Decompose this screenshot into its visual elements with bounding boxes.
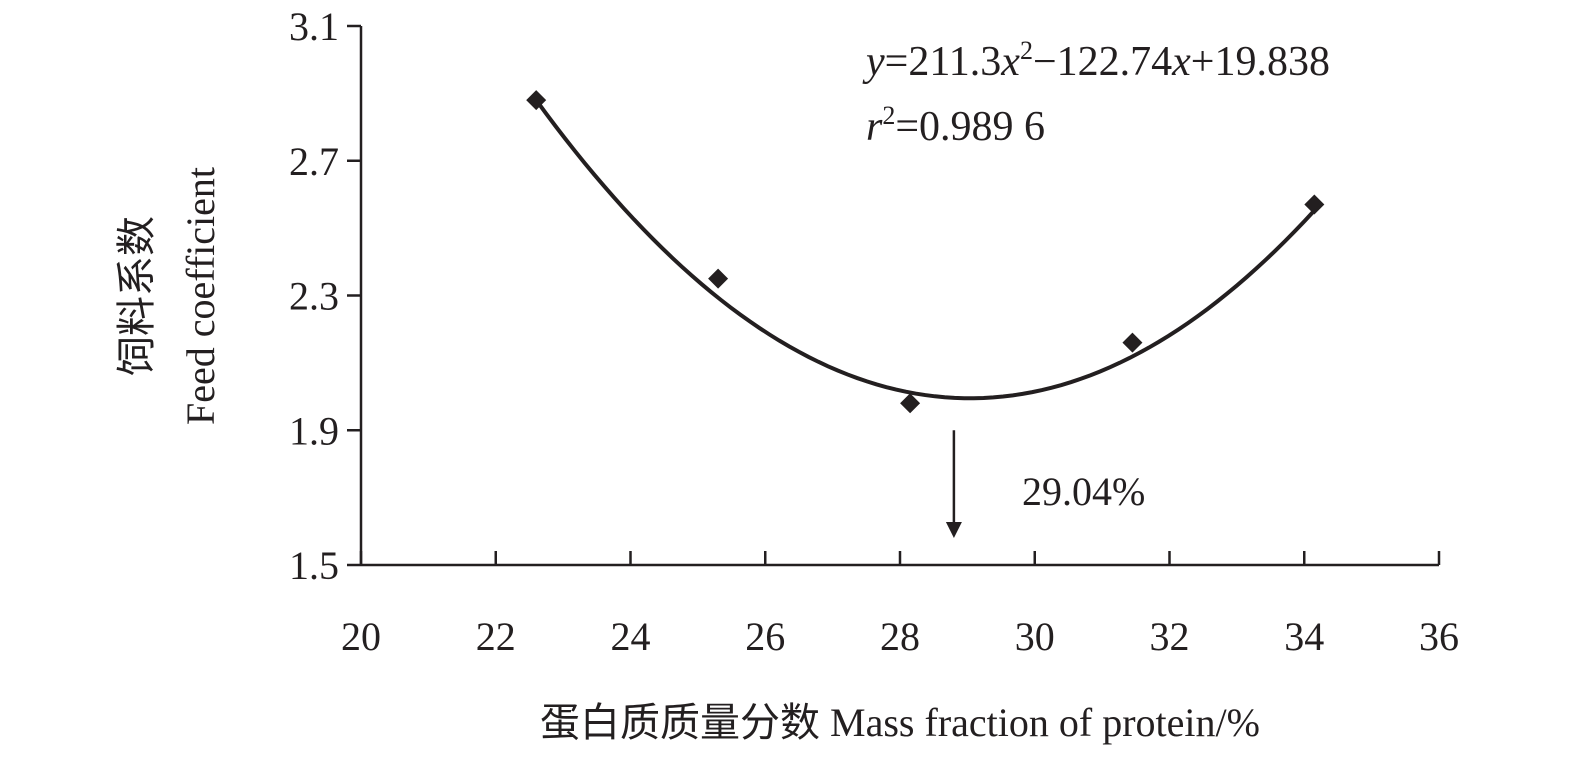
y-tick-label: 2.3 (289, 274, 339, 319)
x-tick-label: 20 (341, 614, 381, 659)
x-tick-label: 26 (745, 614, 785, 659)
data-point (526, 90, 547, 111)
annotation-arrow-head (945, 522, 962, 539)
x-tick-label: 36 (1419, 614, 1459, 659)
data-point (1304, 194, 1325, 215)
x-axis-ticks: 20 22 24 26 28 30 32 34 36 (341, 551, 1459, 659)
equation-line-2: r2=0.989 6 (866, 101, 1045, 150)
x-tick-label: 30 (1015, 614, 1055, 659)
y-axis-ticks: 1.5 1.9 2.3 2.7 3.1 (289, 4, 361, 588)
x-tick-label: 34 (1284, 614, 1324, 659)
eq-x2: x (1171, 39, 1191, 85)
eq-r-exp: 2 (882, 101, 895, 130)
x-tick-label: 22 (476, 614, 516, 659)
y-tick-label: 1.9 (289, 408, 339, 453)
y-tick-label: 1.5 (289, 543, 339, 588)
eq-coef-a: =211.3 (885, 39, 1002, 85)
y-tick-label: 2.7 (289, 139, 339, 184)
eq-coef-b: −122.74 (1033, 39, 1172, 85)
equation-line-1: y=211.3x2−122.74x+19.838 (862, 36, 1330, 85)
annotation-label: 29.04% (1022, 469, 1145, 514)
eq-r: r (866, 104, 883, 150)
eq-r-value: =0.989 6 (895, 104, 1045, 150)
eq-exp: 2 (1020, 36, 1033, 65)
eq-coef-c: +19.838 (1191, 39, 1330, 85)
y-tick-label: 3.1 (289, 4, 339, 49)
x-tick-label: 32 (1150, 614, 1190, 659)
fit-curve (534, 98, 1316, 401)
eq-y: y (862, 39, 885, 85)
x-tick-label: 24 (611, 614, 651, 659)
x-tick-label: 28 (880, 614, 920, 659)
data-points (526, 90, 1325, 414)
annotation-arrow (945, 430, 962, 539)
y-axis-title-en: Feed coefficient (178, 167, 223, 425)
data-point (708, 268, 729, 289)
eq-x1: x (1000, 39, 1020, 85)
x-axis-title: 蛋白质质量分数 Mass fraction of protein/% (540, 700, 1260, 745)
data-point (900, 393, 921, 414)
y-axis-title-cn: 饲料系数 (114, 216, 159, 376)
data-point (1122, 332, 1143, 353)
